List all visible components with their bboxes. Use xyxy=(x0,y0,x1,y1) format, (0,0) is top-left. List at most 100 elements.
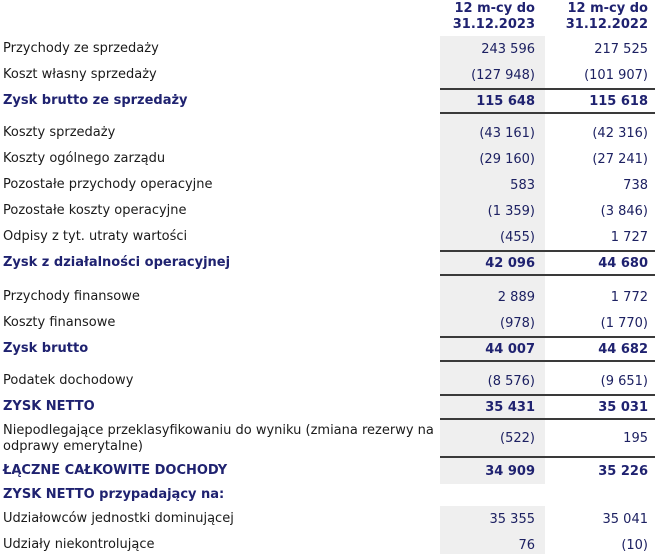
value-2023: 35 431 xyxy=(440,396,545,418)
table-row: Przychody finansowe 2 889 1 772 xyxy=(0,284,655,310)
spacer-gray xyxy=(440,362,545,368)
value-2022: (9 651) xyxy=(600,373,648,389)
table-row: Zysk z działalności operacyjnej 42 096 44 … xyxy=(0,250,655,276)
spacer-gray xyxy=(440,276,545,284)
table-row: Koszty finansowe (978) (1 770) xyxy=(0,310,655,336)
row-label: Koszty ogólnego zarządu xyxy=(3,150,166,166)
section-spacer xyxy=(0,276,655,284)
value-2023: (8 576) xyxy=(440,368,545,394)
value-2022: 44 682 xyxy=(598,341,648,357)
row-label: Zysk z działalności operacyjnej xyxy=(3,254,231,270)
row-values: 35 431 35 031 xyxy=(440,394,655,420)
value-2023: 76 xyxy=(440,532,545,554)
row-label: Koszty sprzedaży xyxy=(3,124,116,140)
value-2022: 35 226 xyxy=(598,463,648,479)
value-2022: 115 618 xyxy=(589,93,648,109)
row-label: Pozostałe przychody operacyjne xyxy=(3,176,213,192)
row-values: (29 160) (27 241) xyxy=(440,146,655,172)
row-label: Podatek dochodowy xyxy=(3,372,134,388)
row-label: Koszt własny sprzedaży xyxy=(3,66,157,82)
table-row: Koszt własny sprzedaży (127 948) (101 907) xyxy=(0,62,655,88)
row-values: 42 096 44 680 xyxy=(440,250,655,276)
value-2022: 35 031 xyxy=(598,399,648,415)
column-header-2022: 12 m-cy do 31.12.2022 xyxy=(545,0,655,36)
row-values: 115 648 115 618 xyxy=(440,88,655,114)
table-row: Zysk brutto ze sprzedaży 115 648 115 618 xyxy=(0,88,655,114)
value-2022: (1 770) xyxy=(600,315,648,331)
value-2023: (978) xyxy=(440,310,545,336)
value-2022: 1 727 xyxy=(610,229,648,245)
row-label: Przychody finansowe xyxy=(3,288,140,304)
value-2023: 2 889 xyxy=(440,284,545,310)
row-values: (127 948) (101 907) xyxy=(440,62,655,88)
value-2022: 35 041 xyxy=(602,511,649,527)
row-values: 243 596 217 525 xyxy=(440,36,655,62)
row-values: 583 738 xyxy=(440,172,655,198)
table-header-row: 12 m-cy do 31.12.2023 12 m-cy do 31.12.2… xyxy=(0,0,655,36)
row-values: (522) 195 xyxy=(440,420,655,458)
row-label: Udziały niekontrolujące xyxy=(3,536,155,552)
row-values: (455) 1 727 xyxy=(440,224,655,250)
table-row: Podatek dochodowy (8 576) (9 651) xyxy=(0,368,655,394)
table-row: Pozostałe przychody operacyjne 583 738 xyxy=(0,172,655,198)
spacer-white xyxy=(545,276,655,284)
row-label: Pozostałe koszty operacyjne xyxy=(3,202,187,218)
row-values: 76 (10) xyxy=(440,532,655,554)
table-row: Przychody ze sprzedaży 243 596 217 525 xyxy=(0,36,655,62)
column-header-2023-line2: 31.12.2023 xyxy=(452,17,535,32)
row-values: 35 355 35 041 xyxy=(440,506,655,532)
row-label: Przychody ze sprzedaży xyxy=(3,40,159,56)
row-label: Odpisy z tyt. utraty wartości xyxy=(3,228,188,244)
value-2022: 738 xyxy=(623,177,648,193)
value-2022: (10) xyxy=(621,537,648,553)
row-values: 34 909 35 226 xyxy=(440,458,655,484)
spacer-label xyxy=(0,276,440,284)
table-row: Zysk brutto 44 007 44 682 xyxy=(0,336,655,362)
value-2023: 44 007 xyxy=(440,338,545,360)
table-row: Koszty ogólnego zarządu (29 160) (27 241) xyxy=(0,146,655,172)
row-label: Zysk brutto xyxy=(3,340,89,356)
row-values: (978) (1 770) xyxy=(440,310,655,336)
section-spacer xyxy=(0,114,655,120)
value-2022 xyxy=(545,484,655,506)
table-row: Pozostałe koszty operacyjne (1 359) (3 846… xyxy=(0,198,655,224)
table-row: Udziałowców jednostki dominującej 35 355 3… xyxy=(0,506,655,532)
value-2023 xyxy=(440,484,545,506)
header-label-spacer xyxy=(0,0,440,36)
row-label: Koszty finansowe xyxy=(3,314,116,330)
value-2023: (29 160) xyxy=(440,146,545,172)
value-2022: (27 241) xyxy=(592,151,648,167)
value-2023: (127 948) xyxy=(440,62,545,88)
row-label: ZYSK NETTO xyxy=(3,398,95,414)
value-2023: 34 909 xyxy=(440,458,545,484)
table-row: Koszty sprzedaży (43 161) (42 316) xyxy=(0,120,655,146)
value-2023: (43 161) xyxy=(440,120,545,146)
value-2023: 42 096 xyxy=(440,252,545,274)
value-2023: 35 355 xyxy=(440,506,545,532)
row-values: (43 161) (42 316) xyxy=(440,120,655,146)
value-2022: (3 846) xyxy=(600,203,648,219)
column-header-2022-line1: 12 m-cy do xyxy=(567,1,648,16)
value-2023: 583 xyxy=(440,172,545,198)
value-2022: 44 680 xyxy=(598,255,648,271)
value-2022: (101 907) xyxy=(584,67,648,83)
table-row: ZYSK NETTO 35 431 35 031 xyxy=(0,394,655,420)
value-2023: 243 596 xyxy=(440,36,545,62)
value-2023: (522) xyxy=(440,420,545,456)
table-row: ZYSK NETTO przypadający na: xyxy=(0,484,655,506)
row-values: (8 576) (9 651) xyxy=(440,368,655,394)
row-label: ŁĄCZNE CAŁKOWITE DOCHODY xyxy=(3,462,228,478)
value-2023: (455) xyxy=(440,224,545,250)
value-2022: 195 xyxy=(623,430,648,446)
value-2022: (42 316) xyxy=(592,125,648,141)
value-2023: 115 648 xyxy=(440,90,545,112)
row-label: Udziałowców jednostki dominującej xyxy=(3,510,234,526)
table-body: Przychody ze sprzedaży 243 596 217 525 Kosz… xyxy=(0,36,655,554)
column-header-2022-line2: 31.12.2022 xyxy=(565,17,648,32)
column-header-2023: 12 m-cy do 31.12.2023 xyxy=(440,0,545,36)
row-values: 44 007 44 682 xyxy=(440,336,655,362)
header-columns: 12 m-cy do 31.12.2023 12 m-cy do 31.12.2… xyxy=(440,0,655,36)
row-values: (1 359) (3 846) xyxy=(440,198,655,224)
row-label: Zysk brutto ze sprzedaży xyxy=(3,92,188,108)
value-2022: 217 525 xyxy=(594,41,648,57)
